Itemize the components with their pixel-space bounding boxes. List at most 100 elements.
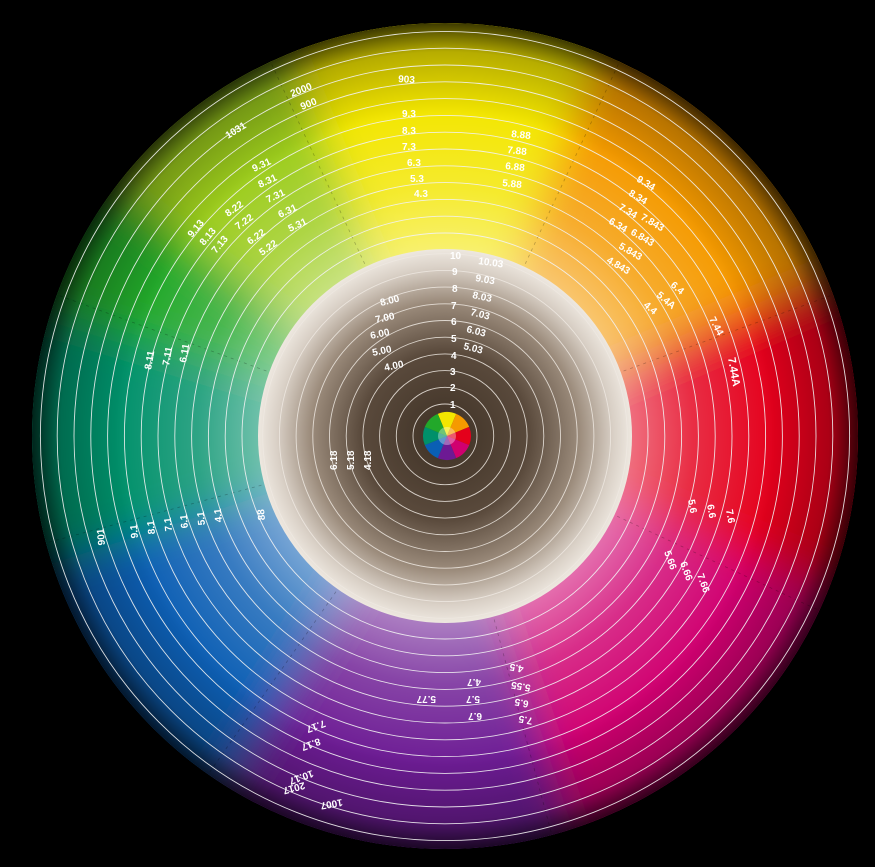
label-5-88: 5.88 — [502, 178, 523, 191]
label-7-1: 7.1 — [163, 516, 175, 531]
inner-ring — [395, 386, 495, 486]
label-5-3: 5.3 — [410, 174, 424, 185]
outer-rings — [39, 30, 851, 842]
label-5-6: 5.6 — [685, 499, 698, 515]
label-1007: 1007 — [319, 796, 343, 811]
label-6-88: 6.88 — [505, 161, 526, 174]
label-8-88: 8.88 — [511, 129, 532, 142]
label-4-18: 4.18 — [363, 450, 374, 470]
label-9-3: 9.3 — [402, 109, 416, 120]
mini-wheel-sector — [447, 426, 471, 446]
label-5-77: 5.77 — [416, 693, 436, 704]
outer-ring — [174, 165, 716, 707]
label-6-03: 6.03 — [465, 324, 487, 339]
mini-wheel-sector — [423, 426, 447, 446]
label-5-55: 5.55 — [510, 679, 532, 693]
label-7-3: 7.3 — [402, 142, 416, 153]
label-level-7: 7 — [451, 301, 457, 312]
sector-divider — [207, 591, 337, 775]
outer-ring — [123, 114, 767, 758]
sector-divider — [56, 294, 267, 372]
center-mini-wheel — [423, 412, 471, 460]
label-8-03: 8.03 — [471, 290, 493, 305]
inner-ring — [262, 253, 628, 619]
outer-labels: 2000 900 903 1031 9.3 8.3 7.3 6.3 5.3 4.… — [96, 74, 742, 811]
outer-ring — [224, 215, 666, 657]
label-4-5: 4.5 — [508, 661, 524, 674]
mini-wheel-sector — [424, 413, 447, 436]
label-5-1: 5.1 — [196, 510, 208, 525]
label-level-10: 10 — [450, 251, 462, 262]
outer-ring — [73, 64, 817, 808]
label-6-00: 6.00 — [369, 327, 391, 342]
label-6-6: 6.6 — [704, 504, 717, 520]
label-903: 903 — [398, 74, 416, 86]
label-7-5: 7.5 — [517, 713, 533, 726]
label-6-11: 6.11 — [178, 343, 192, 364]
outer-ring — [157, 148, 733, 724]
inner-ring — [278, 269, 612, 603]
label-6-5: 6.5 — [513, 696, 529, 709]
label-6-1: 6.1 — [179, 513, 191, 528]
mini-wheel-sector — [437, 412, 457, 436]
label-level-3: 3 — [450, 367, 456, 378]
outer-ring — [140, 131, 750, 741]
label-level-4: 4 — [451, 351, 457, 362]
inner-ring — [379, 370, 511, 502]
outer-ring — [107, 98, 783, 774]
outer-ring — [191, 182, 699, 690]
inner-ring — [295, 286, 595, 586]
inner-ring — [412, 403, 478, 469]
label-10-03: 10.03 — [478, 256, 505, 270]
label-5-18: 5.18 — [346, 450, 357, 470]
label-8-00: 8.00 — [379, 293, 401, 308]
label-8-1: 8.1 — [146, 519, 158, 534]
inner-ring — [362, 353, 528, 519]
outer-ring — [39, 30, 851, 842]
outer-ring — [207, 198, 683, 674]
label-level-6: 6 — [451, 317, 457, 328]
label-9-1: 9.1 — [129, 523, 141, 538]
label-7-88: 7.88 — [507, 145, 528, 158]
inner-ring — [329, 320, 561, 552]
sector-divider — [45, 484, 262, 544]
label-7-11: 7.11 — [161, 346, 175, 367]
sector-divider — [270, 61, 366, 264]
label-level-9: 9 — [452, 267, 458, 278]
label-8-11: 8.11 — [143, 350, 157, 371]
label-level-8: 8 — [452, 284, 458, 295]
inner-ring — [312, 303, 578, 569]
sector-divider — [493, 619, 553, 836]
label-level-5: 5 — [451, 334, 457, 345]
label-88: 88 — [256, 508, 268, 520]
sector-divider — [617, 515, 820, 611]
outer-ring — [90, 81, 800, 791]
mini-wheel-sector — [447, 436, 470, 459]
label-7-6: 7.6 — [723, 509, 736, 525]
label-9-03: 9.03 — [474, 273, 496, 287]
label-6-18: 6.18 — [329, 450, 340, 470]
sector-divider — [623, 294, 834, 372]
label-level-2: 2 — [450, 383, 456, 394]
label-6-3: 6.3 — [407, 158, 421, 169]
inner-labels: 10 10.03 9 9.03 8 8.03 8.00 7 7.03 7.00 … — [329, 251, 504, 470]
mini-wheel-sector — [437, 436, 457, 460]
inner-ring — [345, 336, 545, 536]
label-4-7: 4.7 — [467, 676, 481, 687]
label-level-1: 1 — [450, 400, 456, 411]
label-7-03: 7.03 — [469, 307, 491, 322]
label-7-00: 7.00 — [374, 311, 396, 326]
mini-wheel-sector — [447, 413, 470, 436]
label-6-7: 6.7 — [468, 710, 482, 721]
label-7-44a: 7.44A — [725, 356, 742, 387]
mini-wheel-hub — [438, 427, 456, 445]
label-5-00: 5.00 — [371, 344, 393, 359]
inner-rings — [262, 253, 628, 619]
label-8-3: 8.3 — [402, 126, 416, 137]
outer-ring — [56, 47, 834, 825]
label-901: 901 — [96, 528, 108, 546]
outer-ring — [241, 232, 649, 640]
label-4-1: 4.1 — [213, 507, 225, 522]
sector-divider — [524, 61, 620, 264]
